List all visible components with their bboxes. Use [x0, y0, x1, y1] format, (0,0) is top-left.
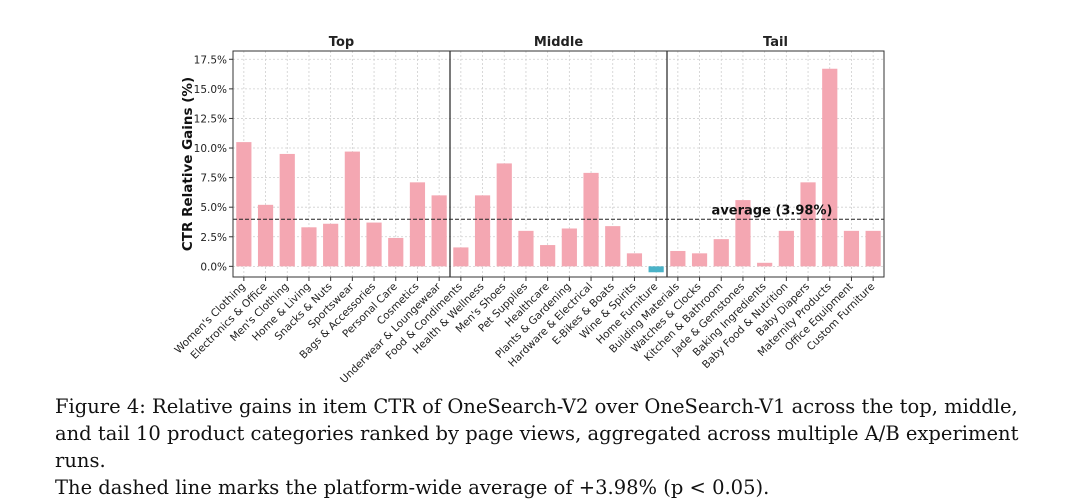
bar	[496, 163, 512, 267]
bar	[279, 153, 295, 267]
bar	[344, 151, 360, 267]
bar	[453, 247, 469, 267]
bar	[236, 142, 252, 267]
bar	[431, 195, 447, 267]
bar	[822, 68, 838, 267]
caption-line: Figure 4: Relative gains in item CTR of …	[55, 395, 1018, 418]
caption-line: The dashed line marks the platform-wide …	[55, 476, 770, 499]
y-tick-label: 7.5%	[200, 173, 227, 185]
bar	[561, 228, 577, 267]
group-label: Tail	[763, 35, 788, 50]
bar	[757, 262, 773, 267]
y-tick-label: 10.0%	[194, 143, 227, 155]
bar	[800, 182, 816, 267]
bar	[865, 230, 881, 267]
average-label: average (3.98%)	[712, 203, 833, 218]
bar	[540, 245, 556, 267]
y-tick-label: 2.5%	[200, 232, 227, 244]
bar	[670, 250, 686, 267]
bar	[323, 223, 339, 267]
group-label: Middle	[534, 35, 583, 50]
bar	[583, 172, 599, 267]
y-tick-label: 17.5%	[194, 54, 227, 66]
bar	[843, 230, 860, 267]
bar	[713, 239, 729, 267]
bar	[648, 266, 664, 273]
bar	[257, 204, 274, 267]
bar	[778, 230, 794, 267]
caption-line: and tail 10 product categories ranked by…	[55, 422, 1019, 472]
bar	[626, 253, 643, 267]
y-tick-label: 5.0%	[200, 202, 227, 214]
plot-frame	[232, 50, 885, 278]
y-tick-label: 12.5%	[194, 113, 227, 125]
y-tick-label: 15.0%	[194, 84, 227, 96]
group-label: Top	[329, 35, 354, 50]
bar	[388, 237, 404, 267]
bar	[366, 222, 382, 267]
bar	[518, 230, 534, 267]
bar	[735, 200, 751, 267]
bar-chart: average (3.98%) Top Middle Tail 0.0% 2.5% 5.0%…	[172, 35, 885, 386]
bar	[301, 227, 317, 267]
bar	[605, 226, 621, 267]
bar	[474, 195, 491, 267]
y-tick-label: 0.0%	[200, 261, 227, 273]
figure-caption: Figure 4: Relative gains in item CTR of …	[55, 393, 1065, 501]
bar	[691, 253, 708, 267]
figure: average (3.98%) Top Middle Tail 0.0% 2.5% 5.0%…	[172, 35, 885, 386]
y-axis-label: CTR Relative Gains (%)	[180, 77, 196, 251]
bar	[409, 182, 426, 267]
